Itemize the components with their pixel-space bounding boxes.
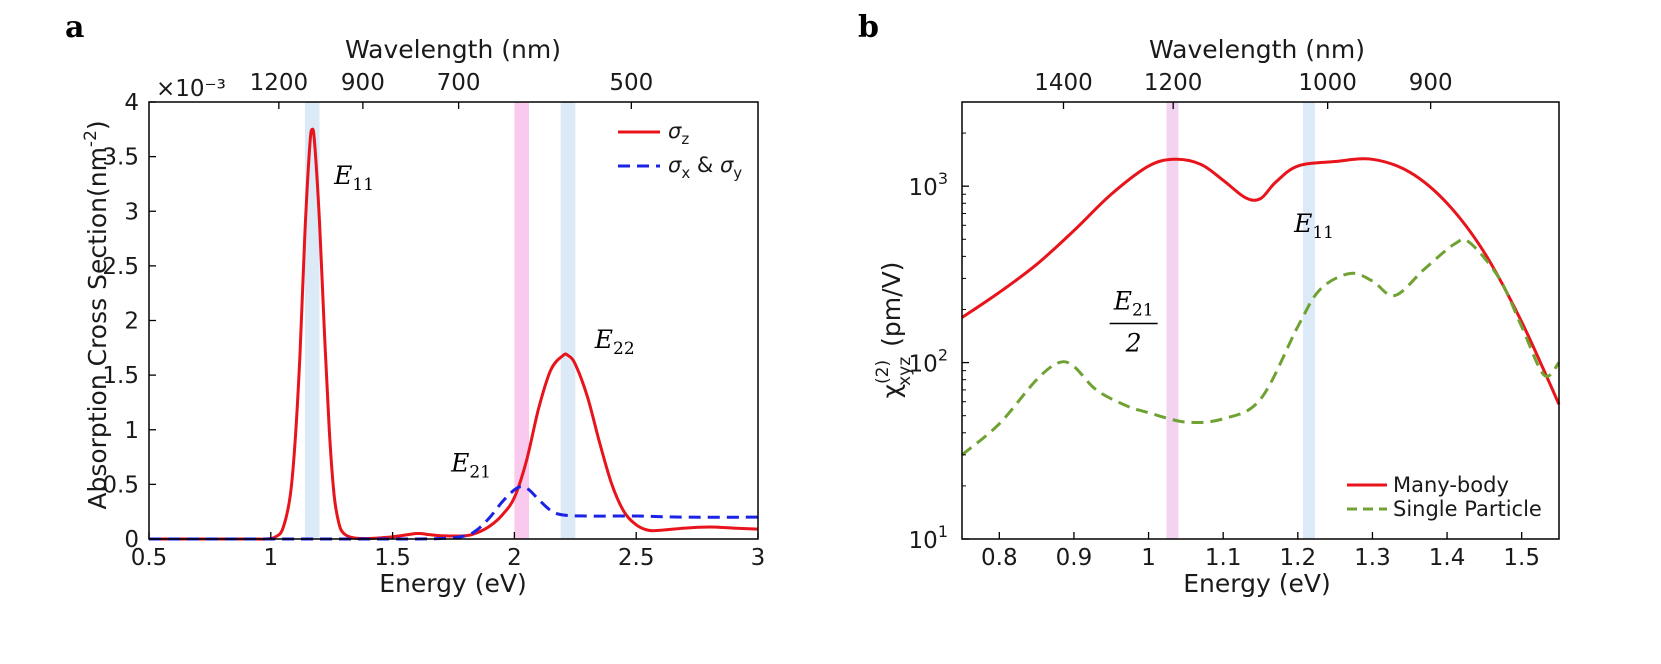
panel-a-top-tick-label: 1200: [250, 70, 309, 96]
panel-b-y-tick-label: 103: [909, 169, 948, 201]
panel-a-band-1: [514, 102, 530, 539]
panel-a-top-tick-label: 700: [437, 70, 481, 96]
panel-a-legend-label: σz: [668, 119, 689, 148]
panel-a-y-tick-label: 3: [124, 199, 139, 225]
panel-b-band-0: [1166, 102, 1179, 539]
panel-b-frame: [961, 101, 1560, 540]
panel-b-annotation-numerator: E21: [1113, 286, 1154, 320]
panel-a-y-tick-label: 4: [124, 90, 139, 116]
panel-b-bands: [1166, 102, 1315, 539]
panel-b-top-tick-label: 1400: [1034, 70, 1093, 96]
panel-a-y-tick-label: 0.5: [102, 472, 139, 498]
panel-a-x-label: Energy (eV): [379, 569, 526, 598]
panel-a-x-tick-label: 2: [507, 545, 522, 571]
panel-b-legend-label: Many-body: [1393, 473, 1509, 497]
panel-b-y-ticks: 101 102 103: [909, 101, 969, 554]
panel-b-series-many-body: [961, 157, 1561, 405]
panel-a-x-tick-label: 1.5: [374, 545, 411, 571]
panel-b-y-label: χ(2) xyz(pm/V): [873, 262, 915, 399]
panel-a-annotation-e21: E21: [450, 448, 491, 482]
panel-a-x-tick-label: 2.5: [618, 545, 655, 571]
panel-b-x-tick-label: 1: [1141, 545, 1156, 571]
panel-b-top-ticks: 1400 1200 1000 900: [1034, 70, 1453, 109]
panel-a-series: [148, 127, 759, 541]
panel-a-top-ticks: 1200 900 700 500: [250, 70, 653, 109]
panel-b-top-x-label: Wavelength (nm): [1149, 35, 1365, 64]
panel-b-y-tick-label: 101: [909, 522, 948, 554]
panel-b-y-tick-label: 102: [909, 346, 948, 378]
panel-a-letter: a: [65, 10, 84, 45]
panel-a-y-label: Absorption Cross Section(nm-2): [81, 120, 112, 509]
panel-a-bands: [304, 102, 576, 539]
panel-b-x-ticks: 0.8 0.9 1 1.1 1.2 1.3 1.4 1.5: [981, 532, 1540, 571]
panel-b-x-tick-label: 1.2: [1280, 545, 1317, 571]
panel-b-series-single-particle: [961, 237, 1561, 456]
panel-a-series--z: [148, 127, 759, 541]
panel-a-annotation-e11: E11: [333, 161, 374, 195]
panel-b-top-tick-label: 1000: [1298, 70, 1357, 96]
panel-a: a 0.5 1 1.5 2 2.5 3 00.511.522.533.54 1200 900…: [65, 10, 765, 598]
panel-b-legend-label: Single Particle: [1393, 497, 1542, 521]
panel-a-y-ticks: 0 0.5 1 1.5 2 2.5 3 3.5 4: [102, 90, 156, 553]
panel-a-legend-label: σx & σy: [668, 153, 742, 182]
panel-a-annotations: E11 E21 E22: [333, 161, 635, 482]
panel-a-y-tick-label: 3.5: [102, 145, 139, 171]
panel-b-x-tick-label: 0.9: [1056, 545, 1093, 571]
panel-b-x-tick-label: 1.5: [1503, 545, 1540, 571]
panel-a-y-tick-label: 0: [124, 527, 139, 553]
panel-a-top-tick-label: 900: [341, 70, 385, 96]
panel-b-x-tick-label: 1.1: [1205, 545, 1242, 571]
panel-a-x-ticks: 0.5 1 1.5 2 2.5 3: [131, 532, 766, 571]
panel-b-series: [961, 157, 1561, 456]
panel-b-x-tick-label: 1.4: [1429, 545, 1466, 571]
panel-a-annotation-e22: E22: [594, 325, 635, 359]
panel-a-band-0: [304, 102, 320, 539]
panel-b-annotation-denominator: 2: [1125, 328, 1142, 357]
panel-b-letter: b: [858, 10, 879, 45]
panel-b-x-tick-label: 1.3: [1354, 545, 1391, 571]
panel-a-y-tick-label: 1.5: [102, 363, 139, 389]
panel-a-exponent-label: ×10⁻³: [156, 76, 226, 102]
panel-a-band-2: [560, 102, 576, 539]
panel-b-top-tick-label: 1200: [1144, 70, 1203, 96]
svg-text:χ(2)xyz(pm/V): χ(2) xyz(pm/V): [873, 262, 915, 399]
panel-a-y-tick-label: 2: [124, 309, 139, 335]
panel-a-top-tick-label: 500: [609, 70, 653, 96]
panel-b-band-1: [1303, 102, 1315, 539]
panel-a-x-tick-label: 0.5: [131, 545, 168, 571]
svg-text:Absorption Cross Section(nm-2): Absorption Cross Section(nm-2): [81, 120, 112, 509]
panel-a-y-tick-label: 2.5: [102, 254, 139, 280]
panel-a-top-x-label: Wavelength (nm): [345, 35, 561, 64]
panel-a-x-tick-label: 3: [751, 545, 766, 571]
panel-b-annotation-e11: E11: [1293, 209, 1334, 243]
panel-b-annotations: E21 2 E11: [1109, 209, 1334, 357]
panel-a-x-tick-label: 1: [263, 545, 278, 571]
panel-a-y-tick-label: 1: [124, 418, 139, 444]
panel-b-x-label: Energy (eV): [1183, 569, 1330, 598]
panel-b-x-tick-label: 0.8: [981, 545, 1018, 571]
panel-b-top-tick-label: 900: [1409, 70, 1453, 96]
panel-a-legend: σz σx & σy: [618, 119, 742, 182]
